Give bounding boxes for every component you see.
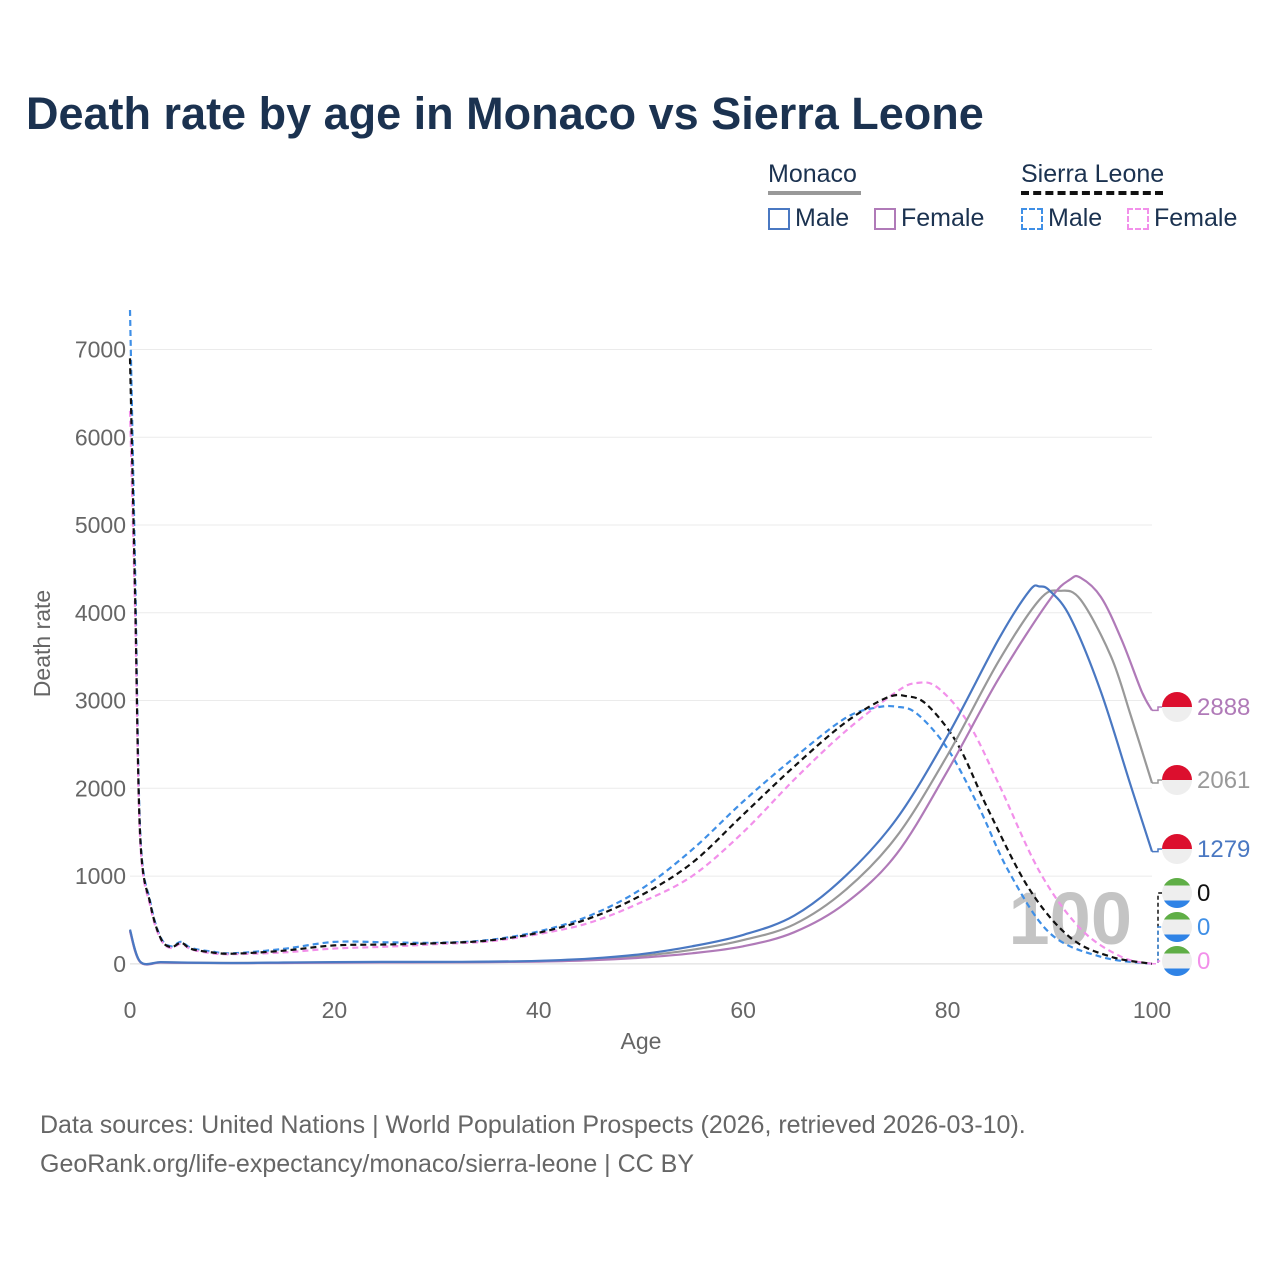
end-value-label: 0 <box>1197 948 1210 975</box>
legend-swatch <box>768 207 790 230</box>
y-tick-label: 2000 <box>75 775 126 801</box>
flag-blue-band <box>1164 934 1190 943</box>
flag-green-band <box>1164 911 1190 920</box>
flag-sierra <box>1162 945 1192 977</box>
legend-group-title: Sierra Leone <box>1021 160 1165 188</box>
flag-green-band <box>1164 945 1190 954</box>
x-tick-label: 60 <box>730 997 756 1023</box>
x-tick-label: 80 <box>935 997 961 1023</box>
end-value-label: 1279 <box>1197 836 1250 863</box>
source-line-2[interactable]: GeoRank.org/life-expectancy/monaco/sierr… <box>40 1150 695 1178</box>
y-tick-label: 3000 <box>75 688 126 714</box>
x-axis-label: Age <box>621 1028 662 1054</box>
legend-item-label: Male <box>795 204 850 232</box>
legend-item-sierra-leone-female[interactable]: Female <box>1127 204 1237 233</box>
source-note: Data sources: United Nations | World Pop… <box>40 1106 1026 1184</box>
x-tick-label: 40 <box>526 997 552 1023</box>
legend-item-monaco-male[interactable]: Male <box>768 204 849 233</box>
legend-item-sierra-leone-male[interactable]: Male <box>1021 204 1102 233</box>
legend-item-label: Female <box>1154 204 1238 232</box>
series-lines <box>128 309 1154 966</box>
flag-green-band <box>1164 877 1190 886</box>
end-value-label: 0 <box>1197 914 1210 941</box>
legend-item-label: Male <box>1048 204 1103 232</box>
y-tick-label: 0 <box>113 951 126 977</box>
legend-group-title: Monaco <box>768 160 857 188</box>
flag-sierra <box>1162 877 1192 909</box>
series-line-monaco-female <box>128 574 1153 966</box>
y-tick-label: 1000 <box>75 863 126 889</box>
series-line-sierra-leone-female <box>128 410 1153 965</box>
flag-red-band <box>1162 692 1192 707</box>
end-labels: 2888 2061 1279 0 0 0 <box>1152 692 1250 977</box>
y-axis-label: Death rate <box>29 590 55 697</box>
y-tick-label: 4000 <box>75 600 126 626</box>
series-line-monaco-both <box>128 589 1154 966</box>
end-value-label: 2061 <box>1197 767 1250 794</box>
source-line-1: Data sources: United Nations | World Pop… <box>40 1111 1026 1139</box>
flag-monaco <box>1162 765 1192 795</box>
legend-swatch <box>874 207 896 230</box>
y-tick-label: 7000 <box>75 336 126 362</box>
series-line-sierra-leone-male <box>128 309 1153 965</box>
y-tick-label: 5000 <box>75 512 126 538</box>
end-label-leader <box>1152 960 1166 965</box>
y-tick-label: 6000 <box>75 424 126 450</box>
flag-red-band <box>1162 834 1192 849</box>
series-line-sierra-leone-both <box>128 358 1153 965</box>
series-line-monaco-male <box>128 584 1154 966</box>
legend-group-line <box>1021 191 1163 195</box>
legend-item-label: Female <box>901 204 985 232</box>
x-tick-label: 0 <box>124 997 137 1023</box>
x-tick-label: 100 <box>1133 997 1171 1023</box>
chart-title: Death rate by age in Monaco vs Sierra Le… <box>26 88 984 139</box>
axes: 0 1000 2000 3000 4000 5000 6000 7000 0 20 40 60 80 10… <box>29 336 1171 1054</box>
x-tick-label: 20 <box>322 997 348 1023</box>
flag-blue-band <box>1164 968 1190 977</box>
end-value-label: 2888 <box>1197 694 1250 721</box>
legend-swatch <box>1127 207 1149 230</box>
flag-monaco <box>1162 834 1192 864</box>
flag-sierra <box>1162 911 1192 943</box>
flag-red-band <box>1162 765 1192 780</box>
legend-item-monaco-female[interactable]: Female <box>874 204 984 233</box>
end-value-label: 0 <box>1197 880 1210 907</box>
legend-swatch <box>1021 207 1043 230</box>
legend-group-line <box>768 191 861 195</box>
flag-monaco <box>1162 692 1192 722</box>
flag-blue-band <box>1164 900 1190 909</box>
gridlines <box>130 348 1152 965</box>
